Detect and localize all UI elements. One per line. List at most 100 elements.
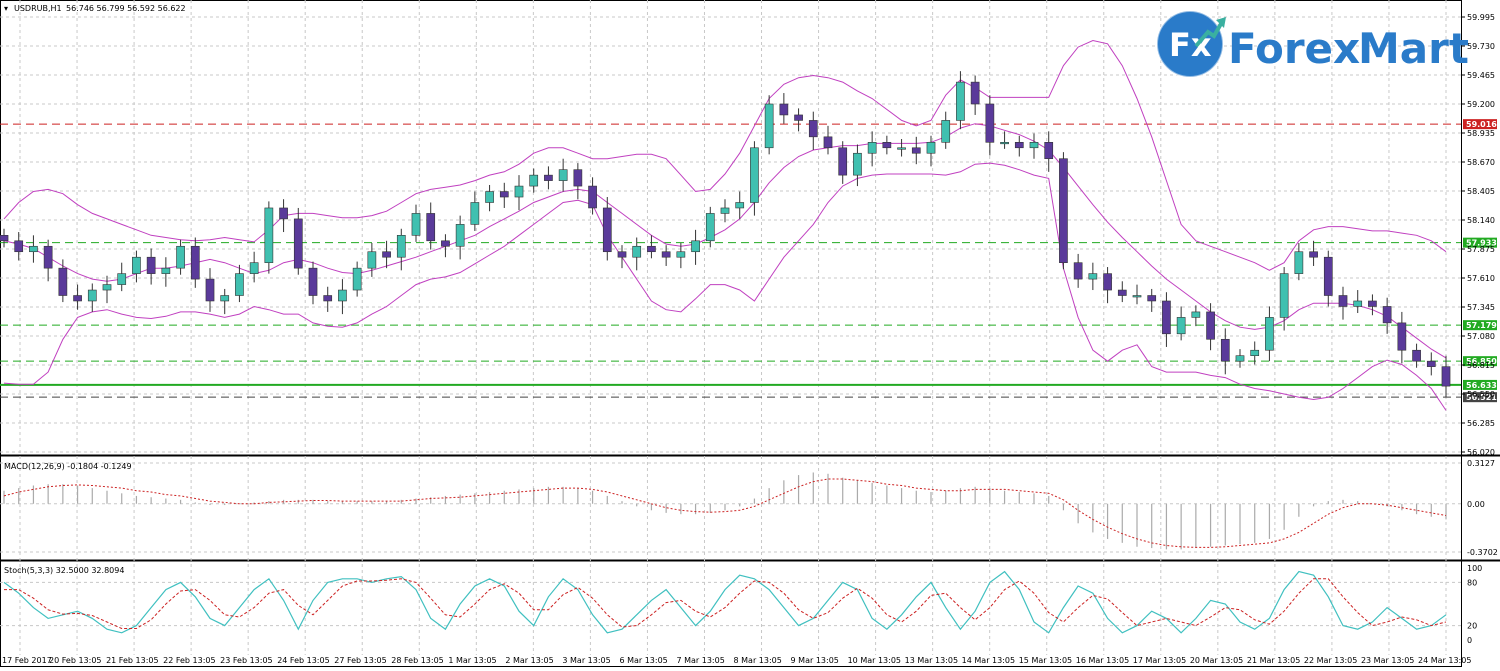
candle-body: [735, 202, 745, 209]
candle-body: [1162, 300, 1171, 335]
candle-body: [455, 224, 465, 247]
level-lines-layer: 59.016 57.933 57.179 56.850 56.633 56.521: [0, 119, 1497, 403]
candle-body: [1441, 366, 1451, 387]
candle-body: [1103, 273, 1112, 291]
candle-body: [1397, 322, 1407, 351]
macd-tick-label: 0.00: [1467, 500, 1485, 509]
bollinger-mid: [3, 123, 1447, 359]
candle-body: [867, 142, 877, 154]
macd-signal-line: [3, 478, 1447, 548]
level-badge-label: 56.633: [1466, 381, 1497, 390]
time-tick-label: 3 Mar 13:05: [562, 656, 610, 665]
time-tick-label: 2 Mar 13:05: [505, 656, 553, 665]
time-tick-label: 22 Feb 13:05: [163, 656, 215, 665]
price-tick-label: 56.020: [1467, 448, 1495, 457]
candle-body: [853, 152, 862, 176]
candle-body: [1014, 142, 1024, 149]
candle-body: [352, 267, 362, 291]
candle-body: [514, 185, 524, 198]
price-tick-label: 58.405: [1467, 187, 1495, 196]
candle-body: [323, 295, 333, 302]
time-tick-label: 17 Mar 13:05: [1133, 656, 1186, 665]
time-tick-label: 16 Mar 13:05: [1076, 656, 1129, 665]
time-tick-label: 21 Mar 13:05: [1247, 656, 1300, 665]
candle-body: [897, 147, 906, 150]
candle-body: [1323, 256, 1333, 296]
level-badge-label: 57.933: [1466, 239, 1497, 248]
time-tick-label: 28 Feb 13:05: [391, 656, 443, 665]
time-tick-label: 20 Feb 13:05: [49, 656, 101, 665]
brand-logo: Fx Forex Mart: [1156, 10, 1469, 78]
stoch-signal-line: [4, 578, 1447, 629]
candle-body: [632, 245, 642, 258]
level-badge: [1463, 119, 1497, 130]
candle-body: [588, 185, 597, 209]
candle-body: [985, 103, 995, 143]
candles-layer: [0, 71, 1451, 398]
candle-body: [1338, 295, 1348, 307]
candle-body: [823, 136, 833, 149]
price-tick-label: 59.465: [1467, 71, 1495, 80]
candle-body: [617, 251, 627, 258]
candle-body: [249, 262, 259, 274]
candle-body: [1206, 311, 1215, 340]
price-tick-label: 59.200: [1467, 100, 1495, 109]
grid-layer: [0, 0, 1461, 655]
price-tick-label: 58.670: [1467, 158, 1495, 167]
stoch-tick-label: 80: [1467, 578, 1477, 587]
time-tick-label: 24 Feb 13:05: [277, 656, 329, 665]
price-tick-label: 58.140: [1467, 216, 1495, 225]
candle-body: [1294, 251, 1304, 274]
candle-body: [338, 289, 347, 302]
dropdown-arrow-icon[interactable]: ▾: [4, 4, 8, 13]
stochastic-layer: [3, 570, 1447, 634]
time-tick-label: 23 Feb 13:05: [220, 656, 272, 665]
candle-body: [573, 169, 583, 187]
time-tick-label: 9 Mar 13:05: [791, 656, 839, 665]
candle-body: [1353, 300, 1363, 307]
bollinger-lower: [3, 162, 1447, 411]
chart-frame: [0, 0, 1462, 667]
price-tick-label: 56.550: [1467, 390, 1495, 399]
macd-tick-label: -0.3702: [1467, 548, 1498, 557]
price-tick-label: 56.285: [1467, 419, 1495, 428]
candle-body: [73, 295, 82, 302]
candle-body: [220, 295, 230, 302]
logo-badge-icon: [1157, 11, 1223, 77]
macd-tick-label: 0.3127: [1467, 459, 1495, 468]
candle-body: [1044, 142, 1054, 160]
candle-body: [132, 256, 141, 274]
logo-icon-text: Fx: [1169, 26, 1212, 64]
bollinger-bands-layer: [3, 39, 1447, 411]
candle-body: [1235, 355, 1245, 362]
price-axis: 59.995 59.730 59.465 59.200 58.935 58.670 58.4…: [1461, 13, 1498, 645]
candle-body: [499, 191, 509, 198]
time-tick-label: 21 Feb 13:05: [106, 656, 158, 665]
candle-body: [29, 245, 38, 253]
candle-body: [1147, 295, 1157, 302]
time-tick-label: 27 Feb 13:05: [334, 656, 386, 665]
candle-body: [1382, 306, 1392, 324]
candle-body: [647, 245, 656, 253]
candle-body: [411, 213, 421, 236]
candle-body: [1412, 349, 1421, 362]
candle-body: [544, 174, 553, 181]
candle-body: [1088, 273, 1098, 280]
candle-body: [1220, 338, 1230, 362]
candle-body: [1368, 300, 1377, 307]
symbol-title: USDRUB,H1: [14, 4, 62, 13]
candle-body: [1029, 142, 1039, 149]
candle-body: [779, 103, 789, 116]
candle-body: [43, 245, 53, 269]
price-tick-label: 57.610: [1467, 274, 1495, 283]
candle-body: [926, 142, 936, 154]
candle-body: [558, 169, 568, 181]
candle-body: [382, 251, 391, 258]
candle-body: [720, 207, 730, 214]
logo-trend-arrow-icon: [1194, 21, 1224, 48]
stoch-tick-label: 20: [1467, 622, 1477, 631]
level-badge: [1463, 392, 1497, 403]
candle-body: [764, 103, 774, 149]
level-badge: [1463, 356, 1497, 367]
candle-body: [1250, 349, 1260, 356]
